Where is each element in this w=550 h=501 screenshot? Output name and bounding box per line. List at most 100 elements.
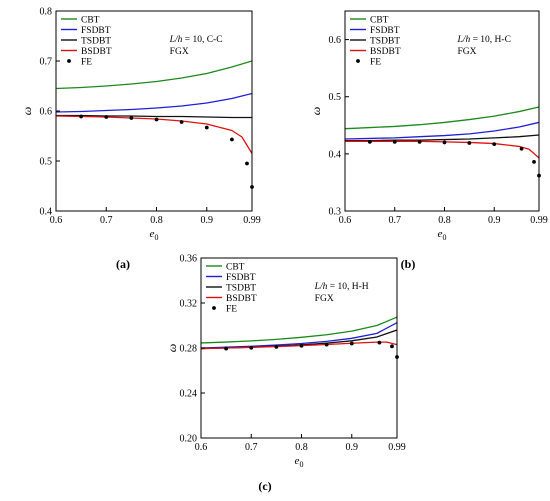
legend-bsdbt-label: BSDBT <box>370 47 401 57</box>
series-bsdbt-line <box>56 115 252 154</box>
x-axis-label-subscript: 0 <box>442 233 446 242</box>
series-tsdbt-line <box>56 114 252 119</box>
y-axis-label: ω <box>165 344 179 352</box>
legend-fsdbt-label: FSDBT <box>81 26 111 36</box>
x-tick-label: 0.6 <box>50 215 63 226</box>
x-tick-label: 0.7 <box>100 215 113 226</box>
series-fe-point <box>245 161 249 166</box>
panel-caption: (a) <box>116 257 130 271</box>
series-bsdbt-line <box>201 341 397 350</box>
x-axis-label-subscript: 0 <box>299 460 303 469</box>
legend-bsdbt-label: BSDBT <box>226 294 257 304</box>
legend-fe-label: FE <box>226 305 237 315</box>
x-axis-label-base: e <box>150 228 155 240</box>
series-fe-point <box>129 116 134 120</box>
legend-fe-swatch <box>67 59 71 63</box>
series-fe-point <box>390 344 394 349</box>
series-fe-point <box>519 146 524 151</box>
panel-a: 0.6 0.7 0.8 0.9 0.990.40.50.60.70.8e0ωCBTFSD… <box>20 7 261 272</box>
x-tick-label: 0.99 <box>243 215 261 226</box>
x-tick-label: 0.6 <box>339 215 352 226</box>
panel-caption: (c) <box>258 479 271 493</box>
legend-tsdbt-label: TSDBT <box>370 37 400 47</box>
series-fe-point <box>224 346 229 351</box>
series-fe-point <box>204 125 209 130</box>
y-tick-label: 0.4 <box>40 207 53 218</box>
x-tick-label: 0.99 <box>388 442 406 453</box>
y-tick-label: 0.5 <box>329 92 342 103</box>
x-axis-label-subscript: 0 <box>154 233 158 242</box>
panel-b: 0.6 0.7 0.8 0.9 0.99 0.3 0.4 0.5 0.6 e0 ω CBTFSDBTT… <box>309 10 548 271</box>
annotation-ratio-symbol: L/h <box>314 282 328 292</box>
material-annotation: FGX <box>458 47 477 57</box>
x-tick-label: 0.6 <box>195 442 208 453</box>
condition-annotation: L/h = 10, H-C <box>457 35 511 45</box>
x-tick-label: 0.9 <box>488 215 501 226</box>
plot-area <box>56 60 252 154</box>
condition-annotation: L/h = 10, C-C <box>169 35 223 45</box>
series-cbt-line <box>201 316 397 344</box>
y-tick-label: 0.20 <box>180 434 198 445</box>
series-fe-point <box>417 139 422 144</box>
series-fe-point <box>229 137 234 142</box>
series-fe-point <box>179 120 184 124</box>
legend-bsdbt-label: BSDBT <box>81 47 112 57</box>
series-fe-point <box>104 115 109 119</box>
legend-fsdbt-label: FSDBT <box>226 273 256 283</box>
panel-caption: (b) <box>401 257 416 271</box>
series-fsdbt-line <box>56 92 252 113</box>
legend-fe-label: FE <box>370 58 381 68</box>
series-fe-point <box>154 117 159 122</box>
series-fe-point <box>367 139 372 144</box>
series-fe-point <box>349 341 354 346</box>
y-tick-label: 0.4 <box>329 149 342 160</box>
series-fe-point <box>79 114 84 119</box>
y-tick-label: 0.28 <box>180 344 198 355</box>
series-fe-point <box>532 159 536 164</box>
legend-fe-swatch <box>212 306 216 310</box>
y-tick-label: 0.36 <box>180 254 198 265</box>
y-axis-label: ω <box>309 107 323 115</box>
annotation-ratio-symbol: L/h <box>169 35 183 45</box>
material-annotation: FGX <box>170 47 189 57</box>
series-cbt-line <box>56 60 252 90</box>
legend-fe-swatch <box>356 59 360 63</box>
series-fe-point <box>377 340 382 345</box>
plot-area <box>201 316 397 350</box>
series-tsdbt-line <box>345 134 539 142</box>
series-fe-point <box>324 342 329 347</box>
series-fe-point <box>249 345 254 350</box>
annotation-ratio-symbol: L/h <box>457 35 471 45</box>
y-tick-label: 0.8 <box>40 7 53 18</box>
x-tick-label: 0.8 <box>295 442 308 453</box>
annotation-ratio-value: = 10, H-H <box>327 282 368 292</box>
legend-tsdbt-label: TSDBT <box>81 37 111 47</box>
x-tick-label: 0.8 <box>150 215 163 226</box>
legend-cbt-label: CBT <box>226 263 245 273</box>
x-tick-label: 0.9 <box>201 215 214 226</box>
series-fe-point <box>299 343 304 348</box>
series-fe-point <box>274 344 279 349</box>
series-fe-point <box>492 142 497 147</box>
x-axis-label: e0 <box>295 455 304 469</box>
y-axis-label: ω <box>20 107 34 115</box>
x-tick-label: 0.99 <box>530 215 548 226</box>
plot-frame <box>344 10 540 212</box>
annotation-ratio-value: = 10, C-C <box>182 35 222 45</box>
legend-fe-label: FE <box>81 58 92 68</box>
x-axis-label: e0 <box>438 228 447 242</box>
x-tick-label: 0.8 <box>438 215 451 226</box>
condition-annotation: L/h = 10, H-H <box>314 282 369 292</box>
series-fe-point <box>442 140 447 145</box>
series-fe-point <box>467 141 472 145</box>
y-tick-label: 0.3 <box>329 207 342 218</box>
panel-c: 0.6 0.7 0.8 0.9 0.99 0.20 0.24 0.28 0.32 0.36 e0 ω C… <box>165 254 406 494</box>
y-tick-label: 0.6 <box>40 107 53 118</box>
x-tick-label: 0.9 <box>346 442 359 453</box>
series-fsdbt-line <box>345 121 539 140</box>
series-cbt-line <box>345 106 539 130</box>
y-tick-label: 0.32 <box>180 299 198 310</box>
y-tick-label: 0.5 <box>40 157 53 168</box>
y-tick-label: 0.24 <box>180 389 198 400</box>
legend-cbt-label: CBT <box>370 16 389 26</box>
